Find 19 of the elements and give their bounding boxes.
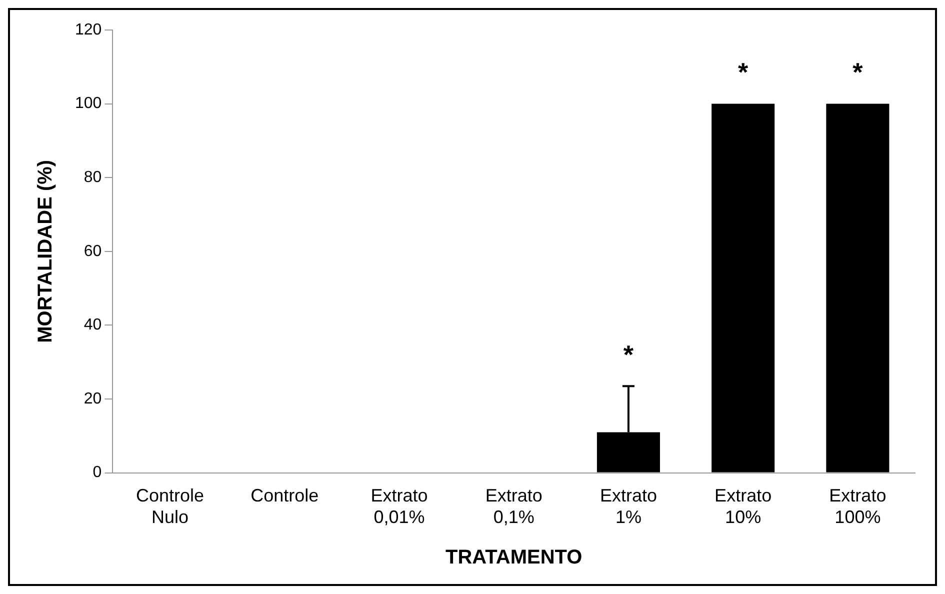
y-tick-label: 120 — [74, 21, 102, 38]
y-tick-label: 20 — [84, 390, 102, 408]
annotation: * — [623, 339, 634, 370]
y-tick-label: 80 — [84, 169, 102, 186]
y-tick-label: 0 — [92, 464, 102, 482]
x-tick-label: Extrato 100% — [829, 486, 886, 528]
x-tick-label: Extrato 1% — [600, 486, 657, 528]
x-tick-label: Extrato 10% — [714, 486, 772, 528]
x-tick-label: Controle Nulo — [136, 486, 204, 528]
y-tick-label: 100 — [74, 95, 102, 112]
x-tick-label: Controle — [250, 486, 319, 506]
y-axis-title: MORTALIDADE (%) — [34, 160, 57, 343]
x-tick-label: Extrato 0,01% — [370, 486, 428, 528]
x-axis-title: TRATAMENTO — [446, 546, 582, 569]
x-tick-label: Extrato 0,1% — [485, 486, 542, 528]
annotation: * — [738, 56, 750, 87]
y-tick-label: 60 — [84, 242, 102, 260]
y-tick-label: 40 — [84, 316, 102, 334]
annotation: * — [852, 56, 864, 87]
